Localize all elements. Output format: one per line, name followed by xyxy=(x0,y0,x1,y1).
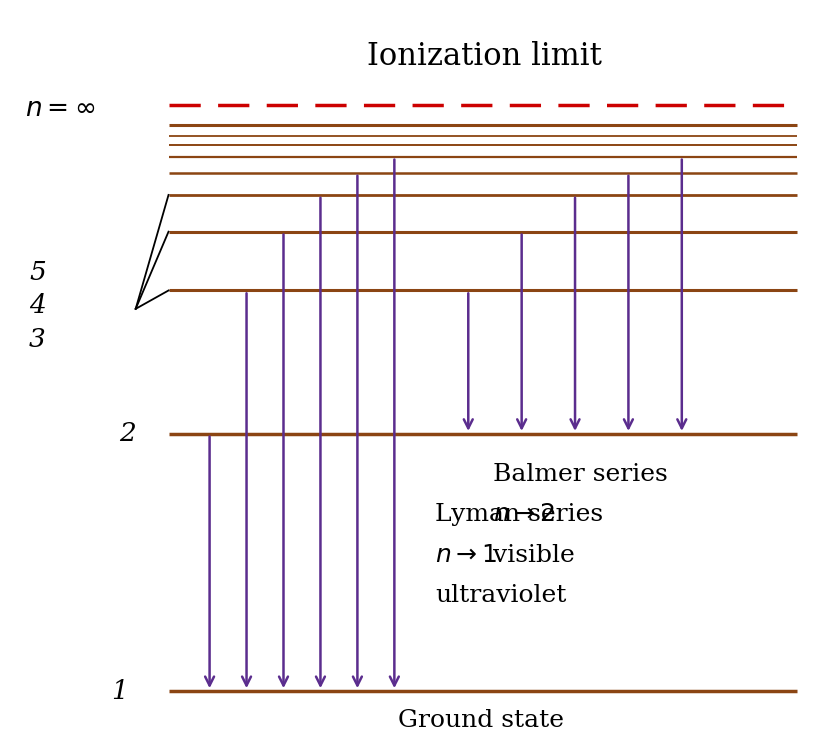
Text: visible: visible xyxy=(493,544,575,566)
Text: 3: 3 xyxy=(28,327,45,352)
Text: 2: 2 xyxy=(119,422,136,446)
Text: Balmer series: Balmer series xyxy=(493,463,668,486)
Text: Ionization limit: Ionization limit xyxy=(367,40,603,71)
Text: $n\rightarrow2$: $n\rightarrow2$ xyxy=(493,503,555,526)
Text: 1: 1 xyxy=(111,679,127,703)
Text: 5: 5 xyxy=(28,260,45,284)
Text: $n=\infty$: $n=\infty$ xyxy=(25,97,95,122)
Text: 4: 4 xyxy=(28,292,45,318)
Text: Ground state: Ground state xyxy=(397,710,564,733)
Text: ultraviolet: ultraviolet xyxy=(436,584,566,607)
Text: Lyman series: Lyman series xyxy=(436,503,603,526)
Text: $n\rightarrow1$: $n\rightarrow1$ xyxy=(436,544,498,566)
